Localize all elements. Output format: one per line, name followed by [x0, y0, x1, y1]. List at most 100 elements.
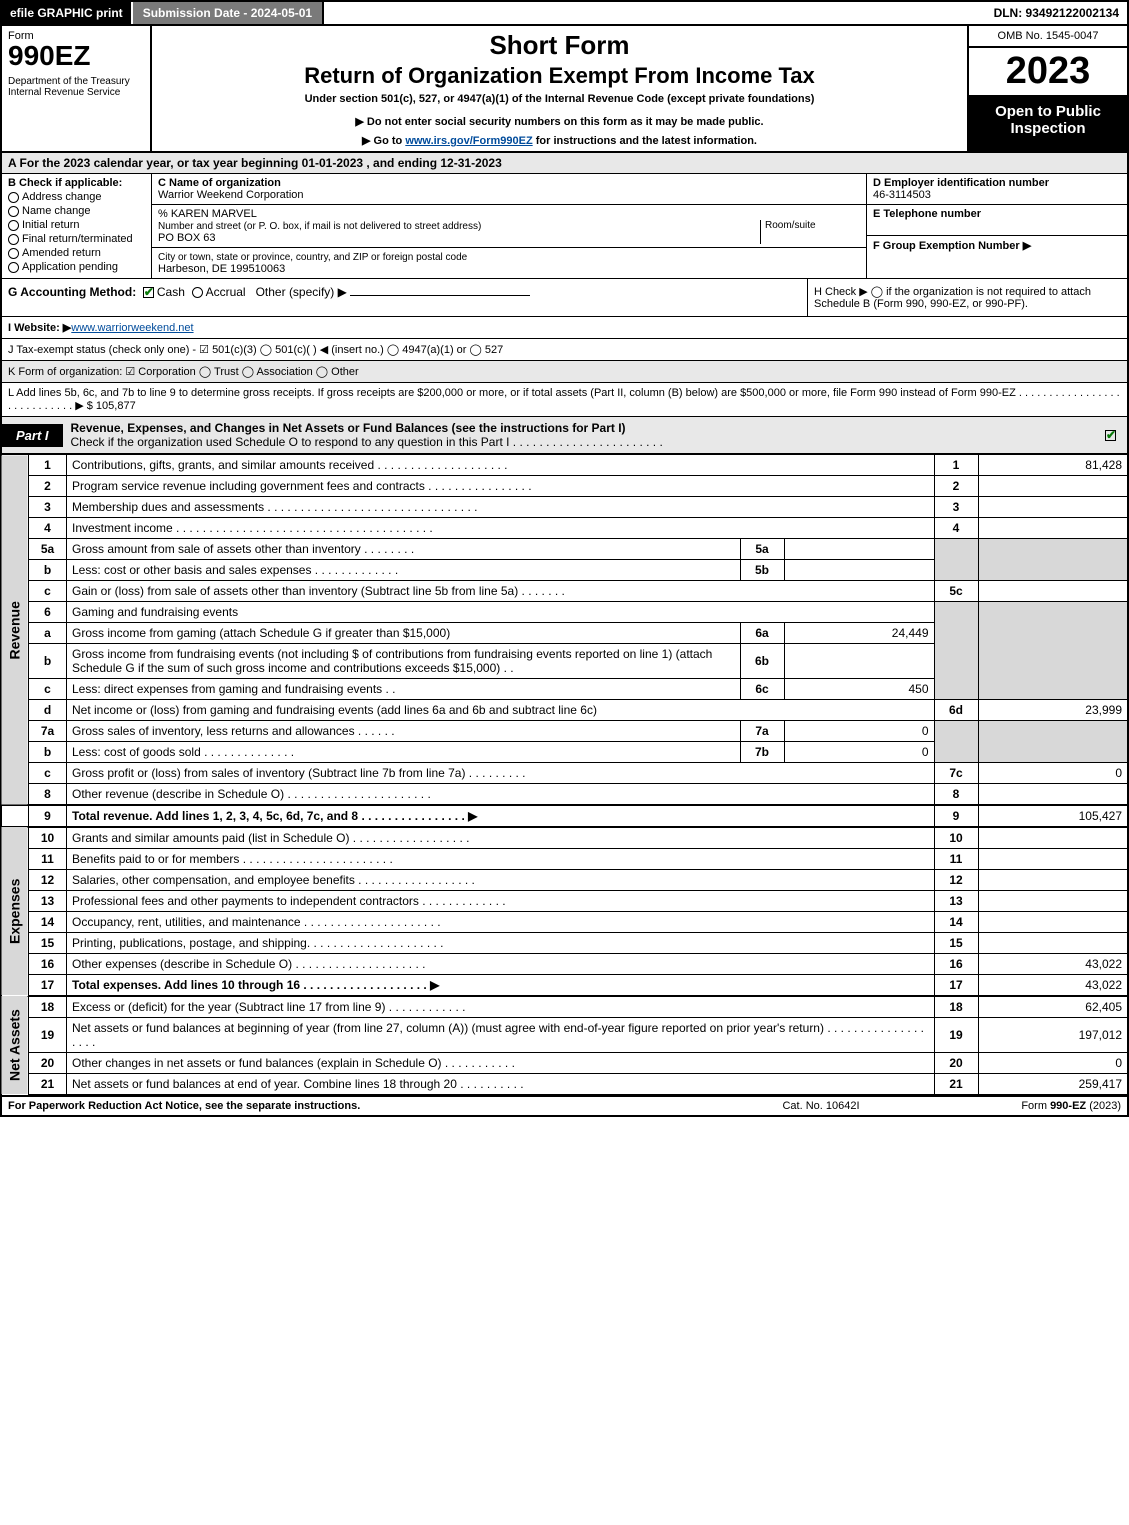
form-number: 990EZ: [8, 42, 144, 70]
line-4-amt: [978, 518, 1128, 539]
chk-name-change[interactable]: Name change: [8, 205, 145, 217]
line-8-box: 8: [934, 784, 978, 806]
e-phone: E Telephone number: [867, 205, 1127, 236]
header: Form 990EZ Department of the Treasury In…: [0, 26, 1129, 153]
note-goto-suffix: for instructions and the latest informat…: [533, 135, 757, 147]
line-6-num: 6: [29, 602, 67, 623]
line-2-box: 2: [934, 476, 978, 497]
chk-initial-return[interactable]: Initial return: [8, 219, 145, 231]
part1-checkbox[interactable]: [1097, 424, 1127, 446]
line-6a-subamt: 24,449: [784, 623, 934, 644]
line-9-num: 9: [29, 805, 67, 827]
part1-title-text: Revenue, Expenses, and Changes in Net As…: [71, 421, 626, 435]
line-13-amt: [978, 891, 1128, 912]
line-13-num: 13: [29, 891, 67, 912]
line-17-box: 17: [934, 975, 978, 997]
line-9-label: Total revenue. Add lines 1, 2, 3, 4, 5c,…: [67, 805, 935, 827]
note-goto: ▶ Go to www.irs.gov/Form990EZ for instru…: [160, 134, 959, 147]
d-label: D Employer identification number: [873, 177, 1049, 189]
col-b: B Check if applicable: Address change Na…: [2, 174, 152, 278]
line-5c-label: Gain or (loss) from sale of assets other…: [67, 581, 935, 602]
line-7c-label: Gross profit or (loss) from sales of inv…: [67, 763, 935, 784]
line-19-amt: 197,012: [978, 1018, 1128, 1053]
col-c: C Name of organization Warrior Weekend C…: [152, 174, 867, 278]
chk-address-change-label: Address change: [22, 191, 102, 203]
irs-link[interactable]: www.irs.gov/Form990EZ: [405, 135, 532, 147]
line-12-amt: [978, 870, 1128, 891]
chk-cash[interactable]: [143, 287, 154, 298]
line-2-label: Program service revenue including govern…: [67, 476, 935, 497]
line-4-label: Investment income . . . . . . . . . . . …: [67, 518, 935, 539]
line-10-box: 10: [934, 827, 978, 849]
section-bcdef: B Check if applicable: Address change Na…: [0, 174, 1129, 279]
header-left: Form 990EZ Department of the Treasury In…: [2, 26, 152, 151]
row-k: K Form of organization: ☑ Corporation ◯ …: [0, 361, 1129, 383]
footer-left: For Paperwork Reduction Act Notice, see …: [8, 1100, 721, 1112]
line-20-amt: 0: [978, 1053, 1128, 1074]
line-5a-subamt: [784, 539, 934, 560]
grey-5: [934, 539, 978, 581]
line-13-label: Professional fees and other payments to …: [67, 891, 935, 912]
chk-address-change[interactable]: Address change: [8, 191, 145, 203]
line-19-label: Net assets or fund balances at beginning…: [67, 1018, 935, 1053]
line-5b-num: b: [29, 560, 67, 581]
e-label: E Telephone number: [873, 208, 981, 220]
g-label: G Accounting Method:: [8, 285, 136, 299]
col-def: D Employer identification number 46-3114…: [867, 174, 1127, 278]
note-goto-prefix: ▶ Go to: [362, 135, 405, 147]
line-13-box: 13: [934, 891, 978, 912]
line-10-label: Grants and similar amounts paid (list in…: [67, 827, 935, 849]
row-i: I Website: ▶www.warriorweekend.net: [0, 317, 1129, 339]
line-6c-subbox: 6c: [740, 679, 784, 700]
line-6-label: Gaming and fundraising events: [67, 602, 935, 623]
chk-initial-return-label: Initial return: [22, 219, 79, 231]
chk-application-pending[interactable]: Application pending: [8, 261, 145, 273]
chk-final-return[interactable]: Final return/terminated: [8, 233, 145, 245]
line-6c-num: c: [29, 679, 67, 700]
line-4-num: 4: [29, 518, 67, 539]
line-9-amt: 105,427: [978, 805, 1128, 827]
room-label: Room/suite: [760, 220, 860, 244]
tax-year: 2023: [969, 48, 1127, 97]
line-3-box: 3: [934, 497, 978, 518]
line-19-num: 19: [29, 1018, 67, 1053]
department: Department of the Treasury Internal Reve…: [8, 76, 144, 98]
line-7a-subbox: 7a: [740, 721, 784, 742]
line-7b-subamt: 0: [784, 742, 934, 763]
line-16-amt: 43,022: [978, 954, 1128, 975]
city-label: City or town, state or province, country…: [158, 252, 467, 263]
omb-number: OMB No. 1545-0047: [969, 26, 1127, 48]
c-city: City or town, state or province, country…: [152, 248, 866, 278]
line-3-amt: [978, 497, 1128, 518]
website-link[interactable]: www.warriorweekend.net: [71, 322, 193, 334]
line-20-box: 20: [934, 1053, 978, 1074]
org-name: Warrior Weekend Corporation: [158, 189, 304, 201]
line-11-label: Benefits paid to or for members . . . . …: [67, 849, 935, 870]
line-7b-subbox: 7b: [740, 742, 784, 763]
line-5a-num: 5a: [29, 539, 67, 560]
subtitle: Under section 501(c), 527, or 4947(a)(1)…: [160, 93, 959, 105]
chk-amended[interactable]: Amended return: [8, 247, 145, 259]
line-8-num: 8: [29, 784, 67, 806]
line-a: A For the 2023 calendar year, or tax yea…: [0, 153, 1129, 174]
line-15-label: Printing, publications, postage, and shi…: [67, 933, 935, 954]
line-7b-label: Less: cost of goods sold . . . . . . . .…: [67, 742, 741, 763]
line-6a-label: Gross income from gaming (attach Schedul…: [67, 623, 741, 644]
line-5c-box: 5c: [934, 581, 978, 602]
submission-date: Submission Date - 2024-05-01: [133, 2, 324, 24]
line-14-num: 14: [29, 912, 67, 933]
other-label: Other (specify) ▶: [256, 285, 347, 299]
line-11-box: 11: [934, 849, 978, 870]
line-14-amt: [978, 912, 1128, 933]
c-name: C Name of organization Warrior Weekend C…: [152, 174, 866, 205]
line-6c-label: Less: direct expenses from gaming and fu…: [67, 679, 741, 700]
line-7c-box: 7c: [934, 763, 978, 784]
line-2-amt: [978, 476, 1128, 497]
grey-6: [934, 602, 978, 700]
line-1-num: 1: [29, 455, 67, 476]
chk-accrual[interactable]: [192, 287, 203, 298]
line-6d-label: Net income or (loss) from gaming and fun…: [67, 700, 935, 721]
line-18-amt: 62,405: [978, 996, 1128, 1018]
efile-print-button[interactable]: efile GRAPHIC print: [2, 2, 133, 24]
part1-check-text: Check if the organization used Schedule …: [71, 435, 663, 449]
